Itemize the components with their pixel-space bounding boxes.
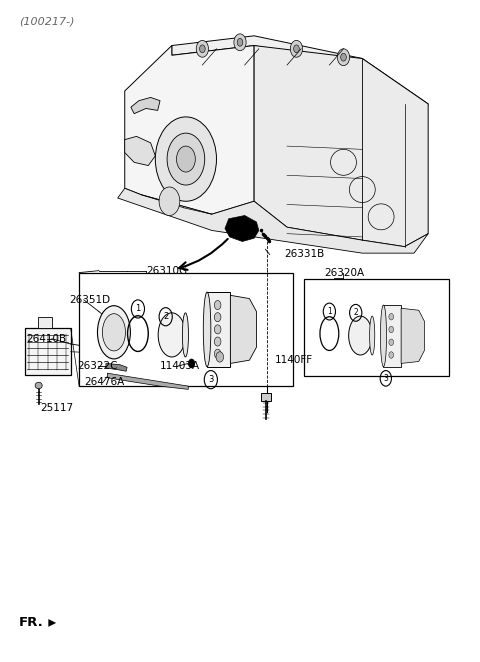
Polygon shape	[118, 188, 428, 253]
Circle shape	[237, 38, 243, 46]
Polygon shape	[131, 97, 160, 114]
Text: 2: 2	[353, 308, 358, 317]
Ellipse shape	[97, 306, 131, 359]
Ellipse shape	[182, 313, 189, 357]
Bar	[401, 314, 419, 359]
Circle shape	[389, 326, 394, 333]
Circle shape	[337, 49, 349, 66]
Bar	[207, 292, 230, 367]
Bar	[79, 273, 293, 386]
Text: 26351D: 26351D	[70, 295, 111, 305]
Text: 26322C: 26322C	[78, 361, 118, 371]
Text: FR.: FR.	[19, 616, 44, 630]
Bar	[38, 316, 52, 328]
Circle shape	[389, 339, 394, 346]
Polygon shape	[125, 46, 254, 214]
Text: (100217-): (100217-)	[19, 17, 74, 26]
Bar	[261, 393, 271, 401]
Circle shape	[389, 352, 394, 358]
Circle shape	[200, 45, 205, 53]
Polygon shape	[172, 36, 428, 114]
Circle shape	[159, 187, 180, 216]
FancyArrowPatch shape	[43, 619, 56, 627]
Ellipse shape	[102, 314, 125, 351]
Ellipse shape	[158, 313, 185, 357]
Circle shape	[389, 314, 394, 320]
Text: 1: 1	[135, 305, 141, 313]
Bar	[24, 328, 71, 375]
Circle shape	[290, 40, 302, 57]
Bar	[230, 302, 250, 357]
Circle shape	[167, 133, 204, 185]
Ellipse shape	[348, 316, 372, 355]
Bar	[384, 305, 401, 367]
Circle shape	[294, 45, 299, 53]
Circle shape	[215, 325, 221, 334]
Polygon shape	[225, 216, 259, 242]
Text: 11403A: 11403A	[160, 361, 200, 371]
Polygon shape	[230, 295, 256, 363]
Text: 26410B: 26410B	[26, 334, 66, 344]
Text: 1140FF: 1140FF	[275, 355, 313, 365]
Circle shape	[234, 34, 246, 51]
Text: 26331B: 26331B	[285, 250, 325, 260]
Ellipse shape	[204, 292, 211, 367]
Text: 3: 3	[208, 375, 214, 384]
Ellipse shape	[381, 305, 386, 367]
Text: 26320A: 26320A	[324, 267, 365, 277]
Polygon shape	[125, 136, 156, 166]
Text: 3: 3	[384, 374, 388, 383]
Circle shape	[215, 312, 221, 322]
Polygon shape	[401, 308, 424, 363]
Circle shape	[196, 40, 208, 57]
Circle shape	[156, 117, 216, 201]
Circle shape	[215, 301, 221, 310]
Ellipse shape	[35, 382, 42, 389]
Polygon shape	[254, 46, 428, 247]
Text: 26476A: 26476A	[84, 377, 124, 387]
Polygon shape	[106, 363, 127, 371]
Polygon shape	[108, 373, 188, 389]
Bar	[303, 279, 449, 377]
Text: 26310G: 26310G	[146, 266, 187, 276]
Circle shape	[215, 349, 221, 358]
Ellipse shape	[370, 316, 375, 355]
Circle shape	[215, 337, 221, 346]
Circle shape	[188, 359, 195, 368]
Circle shape	[216, 352, 224, 362]
Text: 1: 1	[327, 307, 332, 316]
Text: 25117: 25117	[40, 402, 73, 412]
Text: 2: 2	[163, 312, 168, 321]
Circle shape	[341, 54, 346, 61]
Circle shape	[177, 146, 195, 172]
